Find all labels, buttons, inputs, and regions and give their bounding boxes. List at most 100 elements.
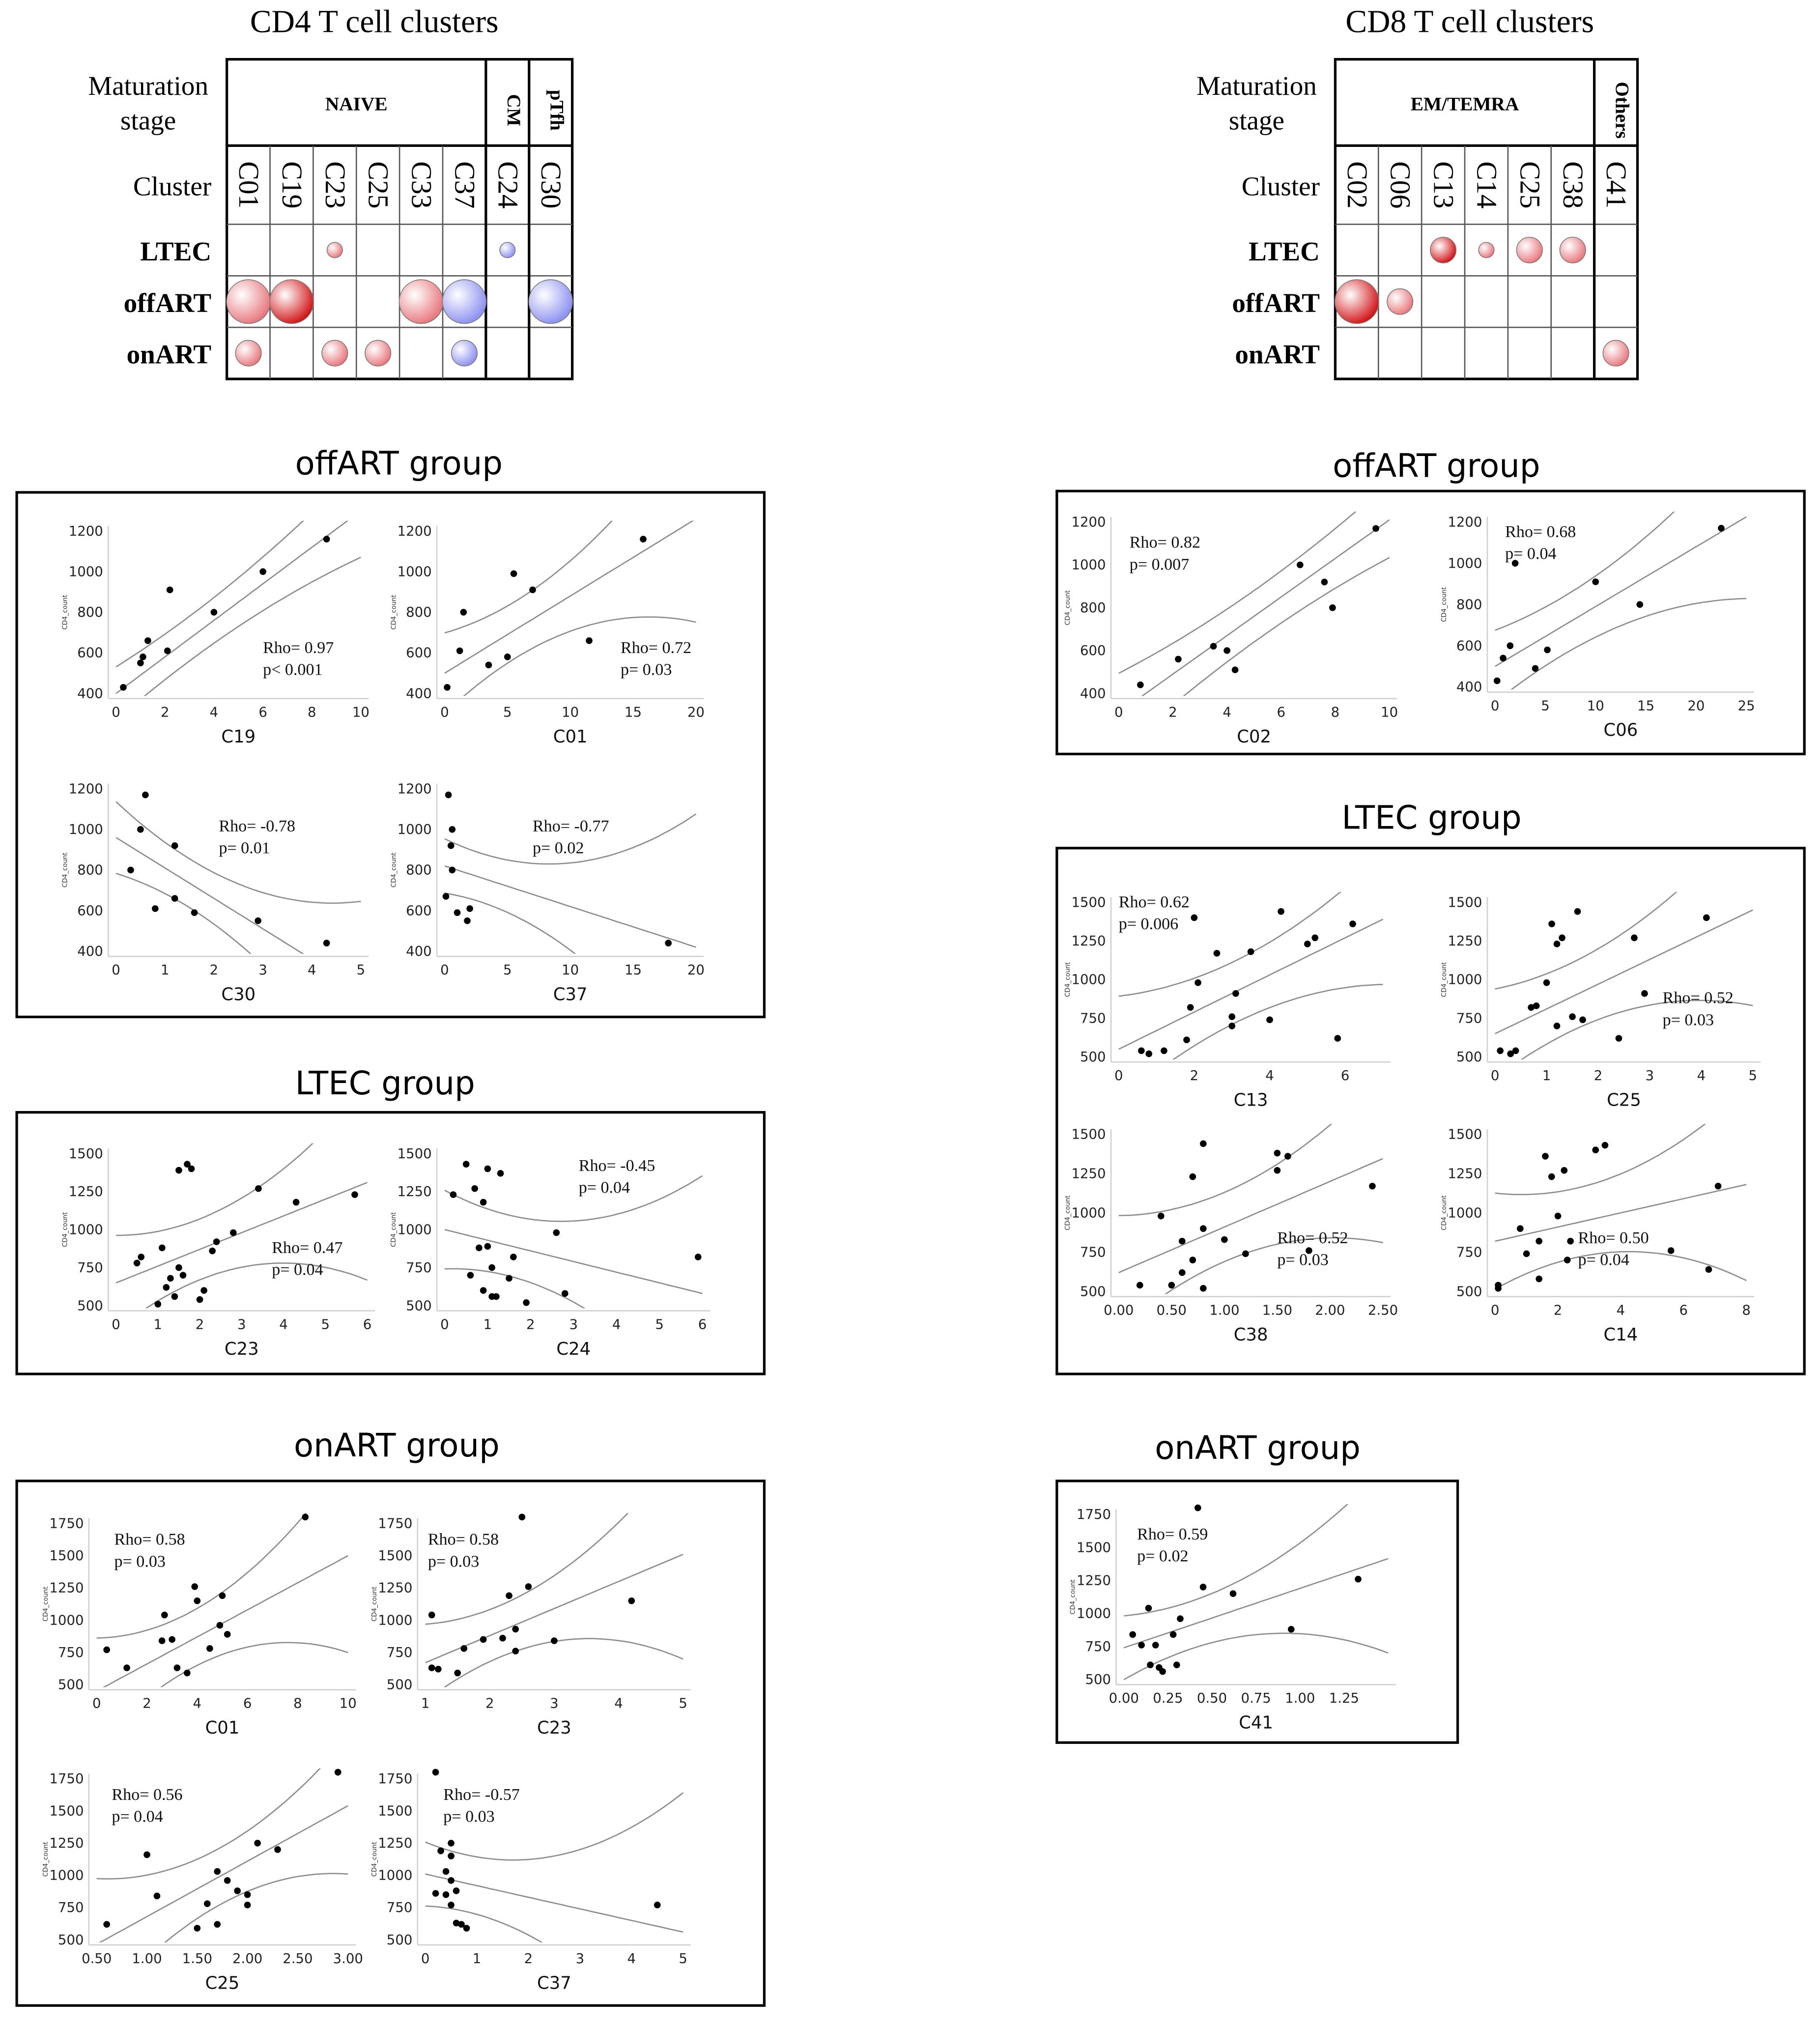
data-point <box>449 826 456 833</box>
cd4-offart-group-title: offART group <box>295 444 503 483</box>
confidence-band-lower <box>1520 999 1753 1060</box>
data-point <box>1564 1256 1571 1264</box>
x-tick-label: 0 <box>421 1951 430 1967</box>
cd4-offart-panel <box>15 491 766 1019</box>
x-axis-title: C23 <box>225 1339 259 1359</box>
data-point <box>460 1645 468 1652</box>
rho-label: Rho= 0.72 <box>621 639 691 657</box>
y-axis-title: CD4_count <box>1441 1196 1448 1230</box>
x-tick-label: 0 <box>1491 1302 1500 1318</box>
x-tick-label: 6 <box>258 704 267 720</box>
cd8-onart-panel <box>1055 1480 1459 1744</box>
data-point <box>1523 1250 1530 1257</box>
data-point <box>561 1290 569 1297</box>
data-point <box>1168 1282 1175 1289</box>
p-value-label: p= 0.03 <box>1277 1251 1328 1269</box>
y-tick-label: 1000 <box>49 1868 84 1883</box>
cd8-stage-label: Others <box>1612 82 1633 139</box>
p-value-label: p= 0.04 <box>1505 545 1556 563</box>
data-point <box>1304 941 1311 947</box>
y-tick-label: 1750 <box>1077 1507 1111 1522</box>
y-axis-title: CD4_count <box>61 1212 69 1247</box>
confidence-band-upper <box>96 1768 321 1880</box>
y-tick-label: 750 <box>1080 1244 1106 1260</box>
data-point <box>448 1853 455 1859</box>
x-axis-title: C24 <box>556 1339 591 1359</box>
data-point <box>1223 647 1230 654</box>
y-tick-label: 1000 <box>69 822 103 837</box>
cd8-stage-label: EM/TEMRA <box>1411 93 1519 114</box>
confidence-band-lower <box>1164 1237 1383 1294</box>
data-point <box>175 1167 182 1174</box>
data-point <box>144 637 151 644</box>
x-tick-label: 1 <box>161 962 170 978</box>
confidence-band-lower <box>463 616 696 696</box>
scatter-cd8-offart-c06: 400 600 800 1000 1200 0 5 10 15 20 25 C06 CD4_count R… <box>1441 512 1755 741</box>
y-tick-label: 750 <box>1456 1244 1482 1260</box>
x-axis-title: C13 <box>1234 1090 1268 1111</box>
cd4-onart-group-title: onART group <box>294 1426 500 1464</box>
data-point <box>210 609 218 616</box>
cd8-cluster-label: C41 <box>1600 161 1631 208</box>
cd4-cluster-label: C25 <box>363 161 394 208</box>
scatter-cd4-ltec-c23: 500 750 1000 1250 1500 0 1 2 3 4 5 6 C23 CD4_count Rho… <box>61 1143 375 1359</box>
cd4-bubble-onart-c23 <box>321 340 348 367</box>
y-tick-label: 800 <box>406 862 432 878</box>
data-point <box>1194 979 1201 986</box>
data-point <box>1703 914 1710 921</box>
x-axis-title: C25 <box>1607 1090 1641 1111</box>
x-axis-title: C14 <box>1604 1325 1638 1345</box>
data-point <box>229 1229 237 1236</box>
data-point <box>1191 914 1198 921</box>
x-axis-title: C25 <box>205 1973 240 1993</box>
y-axis-title: CD4_count <box>371 1842 378 1877</box>
y-axis-title: CD4_count <box>1064 1196 1072 1230</box>
data-point <box>665 940 672 947</box>
x-tick-label: 2 <box>161 704 170 720</box>
y-tick-label: 1250 <box>398 1184 432 1199</box>
y-tick-label: 1500 <box>1071 894 1106 910</box>
cd4-row-label-offart: offART <box>124 288 212 318</box>
data-point <box>323 536 330 543</box>
y-axis-title: CD4_count <box>61 595 69 629</box>
data-point <box>1334 1035 1341 1042</box>
x-tick-label: 10 <box>352 704 370 720</box>
data-point <box>444 684 451 691</box>
x-tick-label: 1.50 <box>182 1951 212 1967</box>
data-point <box>506 1592 512 1599</box>
y-tick-label: 1500 <box>49 1548 84 1564</box>
data-point <box>200 1287 207 1294</box>
data-point <box>467 1272 474 1279</box>
x-tick-label: 5 <box>679 1951 687 1967</box>
confidence-band-lower <box>1495 1251 1747 1290</box>
data-point <box>206 1645 213 1652</box>
x-tick-label: 0 <box>112 1316 120 1332</box>
x-tick-label: 10 <box>340 1695 357 1711</box>
data-point <box>1306 1247 1312 1254</box>
x-axis-title: C02 <box>1237 727 1271 747</box>
x-tick-label: 6 <box>1277 704 1285 720</box>
cd4-cluster-label: C30 <box>535 161 566 208</box>
data-point <box>103 1646 111 1653</box>
y-tick-label: 1250 <box>1448 933 1482 949</box>
data-point <box>1152 1642 1159 1649</box>
data-point <box>137 826 144 833</box>
x-tick-label: 4 <box>1617 1302 1625 1318</box>
y-tick-label: 1200 <box>398 523 432 539</box>
data-point <box>1221 1236 1228 1243</box>
regression-line <box>444 520 694 674</box>
x-tick-label: 6 <box>1341 1068 1350 1083</box>
y-axis-title: CD4_count <box>61 853 69 887</box>
regression-line <box>1118 918 1384 1050</box>
confidence-band-lower <box>1123 1632 1389 1681</box>
x-tick-label: 5 <box>1541 698 1550 713</box>
data-point <box>453 1887 460 1894</box>
data-point <box>1512 1047 1519 1055</box>
data-point <box>466 905 473 912</box>
y-tick-label: 1750 <box>378 1516 412 1532</box>
data-point <box>169 1636 175 1643</box>
x-axis-title: C01 <box>205 1718 240 1738</box>
x-tick-label: 1.00 <box>1285 1690 1315 1706</box>
data-point <box>244 1901 251 1909</box>
data-point <box>259 568 266 575</box>
